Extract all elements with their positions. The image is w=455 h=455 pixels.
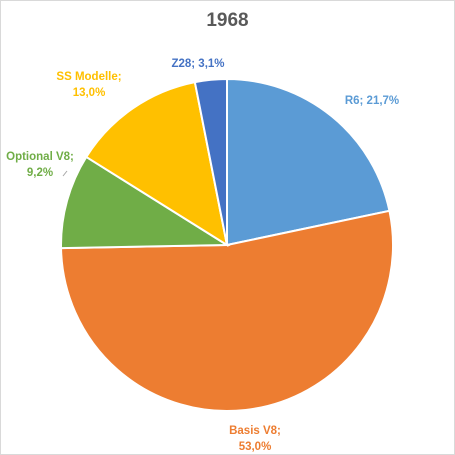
pie-slice-r6: [226, 77, 391, 247]
pie-slice-basis-v8: [60, 209, 394, 413]
pie-slice-z28: [193, 77, 228, 246]
pie-slice-optional-v8: [60, 155, 231, 250]
data-label-ss-modelle: 13,0%: [73, 87, 106, 99]
data-label-optional-v8: 9,2%: [27, 167, 53, 179]
data-label-basis-v8: 53,0%: [239, 441, 272, 453]
data-label-basis-v8: Basis V8;: [229, 425, 281, 437]
data-label-r6: R6; 21,7%: [345, 95, 399, 107]
chart-title: 1968: [206, 10, 249, 31]
data-label-ss-modelle: SS Modelle;: [56, 71, 121, 83]
leader-line: [62, 170, 68, 177]
pie-slice-ss-modelle: [84, 80, 229, 248]
data-label-optional-v8: Optional V8;: [6, 151, 74, 163]
data-label-z28: Z28; 3,1%: [171, 58, 224, 70]
